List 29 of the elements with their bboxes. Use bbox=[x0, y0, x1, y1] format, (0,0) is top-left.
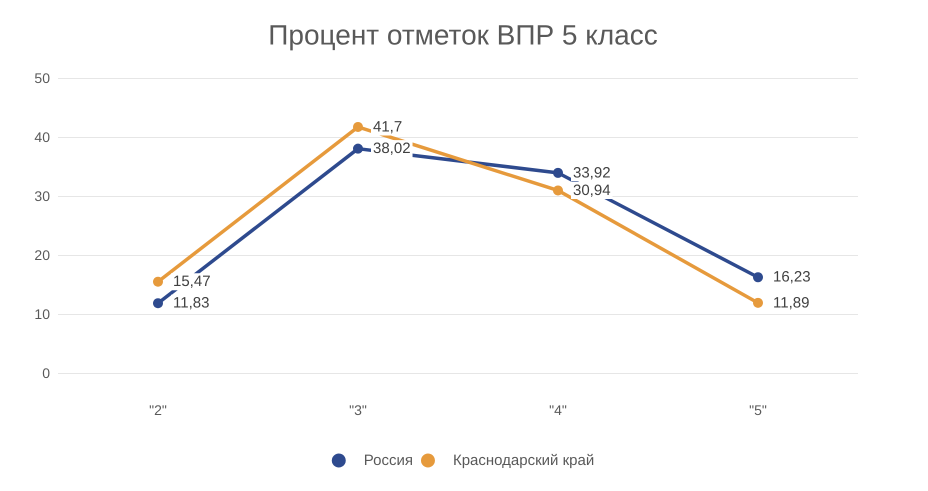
y-tick-label: 30 bbox=[34, 188, 50, 204]
data-label: 11,83 bbox=[173, 294, 210, 312]
point bbox=[353, 122, 363, 132]
point bbox=[353, 144, 363, 154]
data-label: 16,23 bbox=[773, 268, 811, 286]
y-tick-label: 20 bbox=[34, 247, 50, 263]
chart-title: Процент отметок ВПР 5 класс bbox=[268, 20, 658, 50]
x-tick-label: "2" bbox=[149, 402, 167, 418]
point bbox=[153, 276, 163, 287]
y-tick-label: 0 bbox=[42, 365, 50, 381]
point bbox=[553, 168, 563, 178]
point bbox=[753, 298, 763, 308]
y-tick-label: 10 bbox=[34, 306, 50, 322]
y-tick-label: 40 bbox=[34, 129, 50, 145]
point bbox=[753, 272, 763, 282]
y-tick-label: 50 bbox=[34, 70, 50, 86]
legend-label: Краснодарский край bbox=[452, 452, 594, 469]
point bbox=[553, 185, 563, 196]
data-label: 11,89 bbox=[773, 294, 810, 312]
data-label: 38,02 bbox=[373, 140, 411, 158]
data-label: 41,7 bbox=[373, 118, 402, 136]
x-tick-label: "3" bbox=[349, 402, 367, 418]
data-label: 30,94 bbox=[573, 182, 611, 199]
point bbox=[153, 298, 163, 308]
legend-label: Россия bbox=[364, 452, 413, 469]
x-tick-label: "4" bbox=[549, 402, 567, 418]
data-label: 15,47 bbox=[173, 273, 211, 290]
data-label: 33,92 bbox=[573, 164, 611, 182]
x-tick-label: "5" bbox=[749, 402, 767, 418]
